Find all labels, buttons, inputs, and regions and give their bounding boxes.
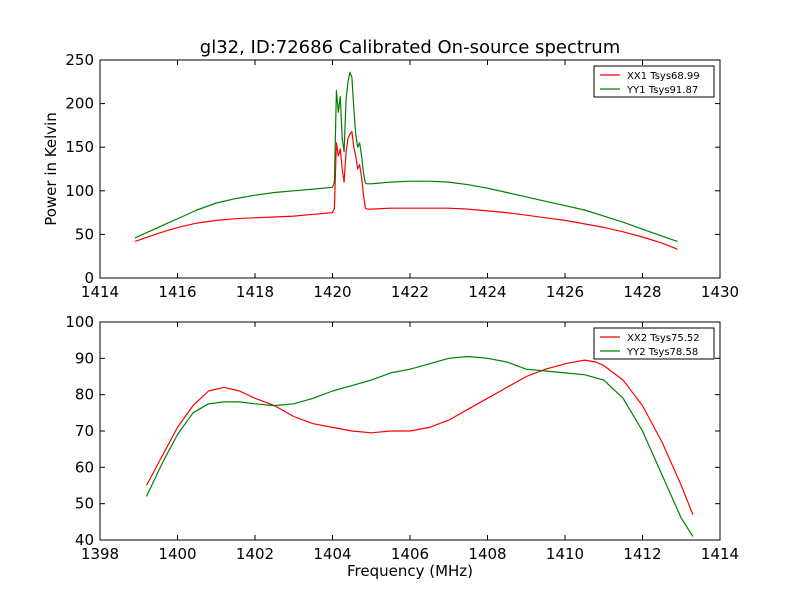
x-tick-label: 1412	[623, 545, 661, 563]
series-line-top-1	[134, 71, 678, 242]
x-tick-label: 1422	[391, 283, 429, 301]
series-line-top-0	[134, 130, 678, 250]
legend-label: YY2 Tsys78.58	[626, 347, 698, 358]
y-tick-label: 100	[65, 182, 94, 200]
legend: XX1 Tsys68.99 YY1 Tsys91.87	[593, 65, 715, 98]
legend: XX2 Tsys75.52 YY2 Tsys78.58	[593, 327, 715, 360]
x-tick-label: 1426	[546, 283, 584, 301]
top-panel: 1414 1416 1418 1420 1422 1424 1426 1428 1430 0 50 1…	[65, 51, 739, 301]
x-tick-label: 1402	[236, 545, 274, 563]
series-line-bottom-1	[145, 355, 694, 537]
y-tick-label: 50	[75, 495, 94, 513]
x-tick-label: 1430	[701, 283, 739, 301]
bottom-x-axis-label: Frequency (MHz)	[347, 562, 473, 580]
x-tick-label: 1420	[313, 283, 351, 301]
y-tick-label: 70	[75, 422, 94, 440]
y-tick-label: 80	[75, 386, 94, 404]
y-tick-label: 0	[84, 269, 94, 287]
x-tick-label: 1428	[623, 283, 661, 301]
x-tick-label: 1414	[701, 545, 739, 563]
x-tick-label: 1406	[391, 545, 429, 563]
bottom-panel: 1398 1400 1402 1404 1406 1408 1410 1412 1414 40 50…	[65, 313, 739, 563]
y-tick-label: 90	[75, 349, 94, 367]
y-tick-label: 50	[75, 225, 94, 243]
y-tick-label: 100	[65, 313, 94, 331]
legend-label: XX2 Tsys75.52	[627, 333, 700, 344]
x-tick-label: 1404	[313, 545, 351, 563]
legend-label: YY1 Tsys91.87	[626, 85, 698, 96]
top-y-axis-label: Power in Kelvin	[42, 112, 60, 226]
x-tick-label: 1414	[81, 283, 119, 301]
x-tick-label: 1398	[81, 545, 119, 563]
x-tick-label: 1424	[468, 283, 506, 301]
chart-title: gl32, ID:72686 Calibrated On-source spec…	[200, 37, 620, 58]
series-line-bottom-0	[145, 359, 694, 515]
legend-label: XX1 Tsys68.99	[627, 71, 700, 82]
x-tick-label: 1418	[236, 283, 274, 301]
y-tick-label: 250	[65, 51, 94, 69]
y-tick-label: 150	[65, 138, 94, 156]
x-tick-label: 1416	[158, 283, 196, 301]
x-tick-label: 1408	[468, 545, 506, 563]
y-tick-label: 200	[65, 95, 94, 113]
x-tick-label: 1410	[546, 545, 584, 563]
x-tick-label: 1400	[158, 545, 196, 563]
y-tick-label: 40	[75, 531, 94, 549]
y-tick-label: 60	[75, 458, 94, 476]
